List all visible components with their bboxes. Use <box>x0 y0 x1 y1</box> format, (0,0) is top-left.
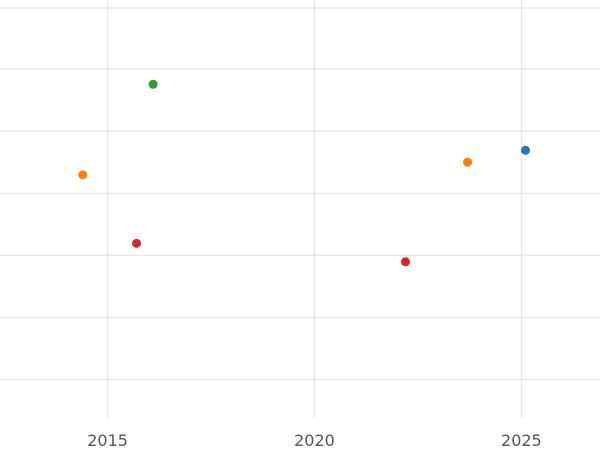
y-gridlines <box>0 7 600 381</box>
data-point-0 <box>78 170 88 180</box>
x-gridlines <box>106 0 522 418</box>
data-point-5 <box>521 145 531 155</box>
data-point-1 <box>132 238 142 248</box>
x-tick-label-2015: 2015 <box>87 431 128 450</box>
x-tick-label-2020: 2020 <box>294 431 335 450</box>
data-point-3 <box>401 257 411 267</box>
x-tick-label-2025: 2025 <box>501 431 542 450</box>
x-tick-labels: 2015 2020 2025 <box>87 431 542 450</box>
data-point-4 <box>463 157 473 167</box>
data-points <box>78 79 531 267</box>
data-point-2 <box>148 79 158 89</box>
